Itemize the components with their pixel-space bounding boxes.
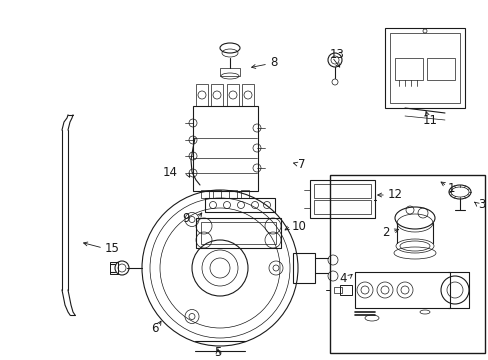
Text: 13: 13 <box>329 49 344 62</box>
Text: 1: 1 <box>447 181 454 194</box>
Bar <box>228 190 237 198</box>
Bar <box>193 106 258 191</box>
Bar <box>339 285 351 295</box>
Bar <box>389 33 459 103</box>
Text: 4: 4 <box>339 271 346 284</box>
Bar <box>329 175 484 353</box>
Bar <box>226 84 239 106</box>
Bar <box>204 198 274 212</box>
Bar <box>292 253 314 283</box>
Text: 15: 15 <box>105 242 120 255</box>
Bar <box>313 200 370 214</box>
Text: 10: 10 <box>291 220 306 233</box>
Bar <box>241 190 248 198</box>
Text: 5: 5 <box>214 346 221 359</box>
Bar <box>110 262 118 274</box>
Text: 8: 8 <box>269 55 277 68</box>
Bar <box>354 272 449 308</box>
Bar <box>313 184 370 198</box>
Bar <box>201 222 275 244</box>
Text: 6: 6 <box>151 321 159 334</box>
Text: 7: 7 <box>297 158 305 171</box>
Text: 9: 9 <box>182 211 190 225</box>
Bar <box>309 180 374 218</box>
Bar <box>394 58 422 80</box>
Text: 12: 12 <box>387 189 402 202</box>
Bar <box>196 218 281 248</box>
Bar <box>242 84 253 106</box>
Text: 14: 14 <box>163 166 178 179</box>
Text: 3: 3 <box>477 198 485 211</box>
Bar <box>220 68 240 76</box>
Text: 11: 11 <box>422 113 437 126</box>
Bar <box>333 287 341 293</box>
Bar <box>210 84 223 106</box>
Bar <box>201 190 208 198</box>
Text: 2: 2 <box>382 225 389 238</box>
Bar <box>426 58 454 80</box>
Bar <box>213 190 221 198</box>
Bar <box>196 84 207 106</box>
Bar <box>384 28 464 108</box>
